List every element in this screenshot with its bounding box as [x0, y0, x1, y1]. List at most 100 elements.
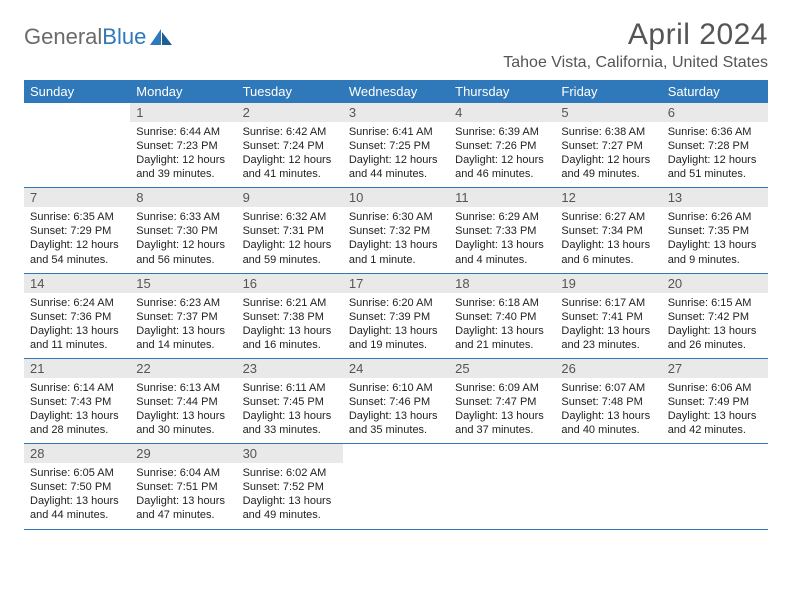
day-body: Sunrise: 6:24 AMSunset: 7:36 PMDaylight:… [24, 293, 130, 358]
day-body: Sunrise: 6:15 AMSunset: 7:42 PMDaylight:… [662, 293, 768, 358]
day-cell: 26Sunrise: 6:07 AMSunset: 7:48 PMDayligh… [555, 359, 661, 443]
day-body: Sunrise: 6:33 AMSunset: 7:30 PMDaylight:… [130, 207, 236, 272]
day-cell: 29Sunrise: 6:04 AMSunset: 7:51 PMDayligh… [130, 444, 236, 528]
daylight-line: Daylight: 13 hours and 23 minutes. [561, 324, 655, 352]
daylight-line: Daylight: 13 hours and 4 minutes. [455, 238, 549, 266]
day-cell: 17Sunrise: 6:20 AMSunset: 7:39 PMDayligh… [343, 274, 449, 358]
day-cell: 22Sunrise: 6:13 AMSunset: 7:44 PMDayligh… [130, 359, 236, 443]
daylight-line: Daylight: 13 hours and 44 minutes. [30, 494, 124, 522]
day-number: 22 [130, 359, 236, 378]
daylight-line: Daylight: 13 hours and 47 minutes. [136, 494, 230, 522]
week-row: 1Sunrise: 6:44 AMSunset: 7:23 PMDaylight… [24, 103, 768, 188]
day-body: Sunrise: 6:41 AMSunset: 7:25 PMDaylight:… [343, 122, 449, 187]
daylight-line: Daylight: 13 hours and 21 minutes. [455, 324, 549, 352]
daylight-line: Daylight: 13 hours and 40 minutes. [561, 409, 655, 437]
day-cell [343, 444, 449, 528]
day-number: 25 [449, 359, 555, 378]
day-cell: 3Sunrise: 6:41 AMSunset: 7:25 PMDaylight… [343, 103, 449, 187]
day-cell [662, 444, 768, 528]
sunset-line: Sunset: 7:31 PM [243, 224, 337, 238]
week-row: 14Sunrise: 6:24 AMSunset: 7:36 PMDayligh… [24, 274, 768, 359]
day-body: Sunrise: 6:26 AMSunset: 7:35 PMDaylight:… [662, 207, 768, 272]
sunset-line: Sunset: 7:24 PM [243, 139, 337, 153]
daylight-line: Daylight: 12 hours and 39 minutes. [136, 153, 230, 181]
day-cell: 4Sunrise: 6:39 AMSunset: 7:26 PMDaylight… [449, 103, 555, 187]
dow-cell: Friday [555, 80, 661, 103]
day-number: 21 [24, 359, 130, 378]
sunset-line: Sunset: 7:48 PM [561, 395, 655, 409]
day-body: Sunrise: 6:10 AMSunset: 7:46 PMDaylight:… [343, 378, 449, 443]
day-number: 24 [343, 359, 449, 378]
sunrise-line: Sunrise: 6:33 AM [136, 210, 230, 224]
day-body: Sunrise: 6:32 AMSunset: 7:31 PMDaylight:… [237, 207, 343, 272]
sunrise-line: Sunrise: 6:10 AM [349, 381, 443, 395]
sunrise-line: Sunrise: 6:06 AM [668, 381, 762, 395]
day-body: Sunrise: 6:29 AMSunset: 7:33 PMDaylight:… [449, 207, 555, 272]
day-number: 3 [343, 103, 449, 122]
day-cell: 1Sunrise: 6:44 AMSunset: 7:23 PMDaylight… [130, 103, 236, 187]
day-number: 28 [24, 444, 130, 463]
sunrise-line: Sunrise: 6:11 AM [243, 381, 337, 395]
sunset-line: Sunset: 7:37 PM [136, 310, 230, 324]
day-number: 1 [130, 103, 236, 122]
day-body: Sunrise: 6:05 AMSunset: 7:50 PMDaylight:… [24, 463, 130, 528]
day-number: 6 [662, 103, 768, 122]
day-body: Sunrise: 6:17 AMSunset: 7:41 PMDaylight:… [555, 293, 661, 358]
day-cell: 21Sunrise: 6:14 AMSunset: 7:43 PMDayligh… [24, 359, 130, 443]
daylight-line: Daylight: 13 hours and 16 minutes. [243, 324, 337, 352]
day-body: Sunrise: 6:44 AMSunset: 7:23 PMDaylight:… [130, 122, 236, 187]
day-number: 9 [237, 188, 343, 207]
day-number: 26 [555, 359, 661, 378]
daylight-line: Daylight: 13 hours and 37 minutes. [455, 409, 549, 437]
sunset-line: Sunset: 7:45 PM [243, 395, 337, 409]
calendar: SundayMondayTuesdayWednesdayThursdayFrid… [24, 80, 768, 530]
sunrise-line: Sunrise: 6:23 AM [136, 296, 230, 310]
sunrise-line: Sunrise: 6:42 AM [243, 125, 337, 139]
sunrise-line: Sunrise: 6:15 AM [668, 296, 762, 310]
day-cell: 24Sunrise: 6:10 AMSunset: 7:46 PMDayligh… [343, 359, 449, 443]
daylight-line: Daylight: 13 hours and 1 minute. [349, 238, 443, 266]
day-number: 7 [24, 188, 130, 207]
day-cell: 18Sunrise: 6:18 AMSunset: 7:40 PMDayligh… [449, 274, 555, 358]
brand-part2: Blue [102, 24, 146, 50]
sunset-line: Sunset: 7:42 PM [668, 310, 762, 324]
sunrise-line: Sunrise: 6:20 AM [349, 296, 443, 310]
sunset-line: Sunset: 7:49 PM [668, 395, 762, 409]
sunset-line: Sunset: 7:44 PM [136, 395, 230, 409]
daylight-line: Daylight: 13 hours and 33 minutes. [243, 409, 337, 437]
header: GeneralBlue April 2024 Tahoe Vista, Cali… [24, 18, 768, 72]
day-number: 16 [237, 274, 343, 293]
day-body: Sunrise: 6:38 AMSunset: 7:27 PMDaylight:… [555, 122, 661, 187]
day-number: 12 [555, 188, 661, 207]
day-cell [449, 444, 555, 528]
day-body: Sunrise: 6:27 AMSunset: 7:34 PMDaylight:… [555, 207, 661, 272]
sunset-line: Sunset: 7:23 PM [136, 139, 230, 153]
sunset-line: Sunset: 7:32 PM [349, 224, 443, 238]
day-number: 13 [662, 188, 768, 207]
day-cell: 16Sunrise: 6:21 AMSunset: 7:38 PMDayligh… [237, 274, 343, 358]
sunrise-line: Sunrise: 6:30 AM [349, 210, 443, 224]
day-number: 30 [237, 444, 343, 463]
day-cell: 13Sunrise: 6:26 AMSunset: 7:35 PMDayligh… [662, 188, 768, 272]
day-body: Sunrise: 6:04 AMSunset: 7:51 PMDaylight:… [130, 463, 236, 528]
day-cell: 6Sunrise: 6:36 AMSunset: 7:28 PMDaylight… [662, 103, 768, 187]
dow-row: SundayMondayTuesdayWednesdayThursdayFrid… [24, 80, 768, 103]
week-row: 21Sunrise: 6:14 AMSunset: 7:43 PMDayligh… [24, 359, 768, 444]
dow-cell: Tuesday [237, 80, 343, 103]
day-cell: 23Sunrise: 6:11 AMSunset: 7:45 PMDayligh… [237, 359, 343, 443]
day-body: Sunrise: 6:13 AMSunset: 7:44 PMDaylight:… [130, 378, 236, 443]
day-number: 27 [662, 359, 768, 378]
daylight-line: Daylight: 13 hours and 30 minutes. [136, 409, 230, 437]
day-body: Sunrise: 6:42 AMSunset: 7:24 PMDaylight:… [237, 122, 343, 187]
sunrise-line: Sunrise: 6:14 AM [30, 381, 124, 395]
sunrise-line: Sunrise: 6:26 AM [668, 210, 762, 224]
sunrise-line: Sunrise: 6:13 AM [136, 381, 230, 395]
daylight-line: Daylight: 13 hours and 11 minutes. [30, 324, 124, 352]
sunrise-line: Sunrise: 6:27 AM [561, 210, 655, 224]
daylight-line: Daylight: 12 hours and 51 minutes. [668, 153, 762, 181]
week-row: 7Sunrise: 6:35 AMSunset: 7:29 PMDaylight… [24, 188, 768, 273]
day-body: Sunrise: 6:18 AMSunset: 7:40 PMDaylight:… [449, 293, 555, 358]
daylight-line: Daylight: 13 hours and 28 minutes. [30, 409, 124, 437]
day-body: Sunrise: 6:06 AMSunset: 7:49 PMDaylight:… [662, 378, 768, 443]
sunset-line: Sunset: 7:35 PM [668, 224, 762, 238]
